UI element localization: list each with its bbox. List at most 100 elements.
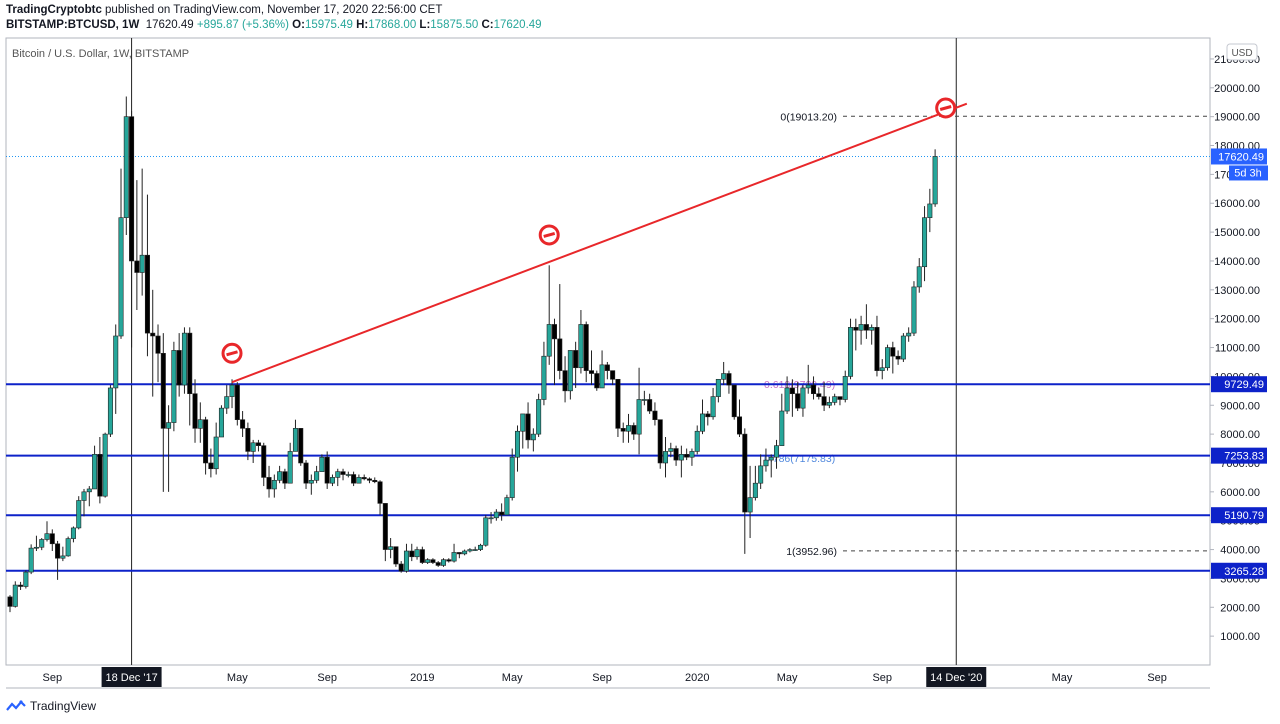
candle-body (588, 370, 594, 374)
candle-body (784, 387, 790, 412)
candle-body (123, 116, 129, 218)
candle (118, 168, 124, 339)
x-tick-label: 2019 (410, 672, 434, 684)
cursor-date-badge (101, 667, 162, 687)
candle (92, 445, 98, 490)
publisher-line: TradingCryptobtc published on TradingVie… (6, 4, 442, 16)
candle-body (398, 563, 404, 572)
level-price-label: 7253.83 (1224, 451, 1264, 463)
candle (922, 206, 928, 282)
candle (837, 396, 843, 406)
candle (324, 451, 330, 489)
candle-body (86, 488, 92, 493)
candle (340, 468, 346, 481)
candle (731, 384, 737, 420)
low-value: 15875.50 (430, 19, 479, 31)
rejection-marker-bar (543, 232, 556, 238)
candle-body (361, 477, 367, 480)
candle-body (451, 552, 457, 562)
chart-title: Bitcoin / U.S. Dollar, 1W, BITSTAMP (12, 48, 189, 60)
candle (927, 188, 933, 233)
level-price-label: 9729.49 (1224, 379, 1264, 391)
candle (499, 503, 505, 521)
candle-body (842, 376, 848, 400)
candle (155, 324, 161, 383)
candle-body (763, 459, 769, 467)
candle (911, 281, 917, 336)
candle (816, 387, 822, 400)
rejection-marker-bar (939, 105, 952, 111)
candle (721, 361, 727, 386)
candle (271, 474, 277, 498)
candle (440, 558, 446, 567)
candle-body (573, 350, 579, 369)
candle (726, 370, 732, 394)
high-value: 17868.00 (368, 19, 417, 31)
candle-body (541, 355, 547, 400)
candle-body (705, 413, 711, 418)
candle-body (594, 373, 600, 389)
y-tick-label: 1000.00 (1220, 631, 1260, 643)
candle (546, 265, 552, 365)
candle-body (430, 559, 436, 563)
cursor-date-badge (926, 667, 987, 687)
candle (150, 289, 156, 397)
x-tick-label: May (227, 672, 248, 684)
candle (900, 333, 906, 362)
candle (842, 370, 848, 403)
x-tick-label: 18 Dec '17 (105, 672, 157, 684)
x-tick-label: May (502, 672, 523, 684)
candle-body (335, 471, 341, 478)
candle-body (372, 479, 378, 483)
candle-body (255, 442, 261, 446)
candle-body (277, 471, 283, 481)
candle (567, 350, 573, 400)
candle-body (747, 497, 753, 513)
candle-body (663, 451, 669, 464)
candle (467, 548, 473, 553)
y-tick-label: 14000.00 (1214, 256, 1260, 268)
candle (160, 333, 166, 492)
candle (742, 428, 748, 554)
candle (636, 367, 642, 455)
candle (7, 595, 13, 613)
candle-body (874, 327, 880, 371)
candle (345, 471, 351, 478)
candle-body (879, 367, 885, 371)
candle-body (456, 552, 462, 555)
candle (430, 558, 436, 564)
candle (588, 350, 594, 386)
candle (805, 364, 811, 394)
candle-body (250, 442, 256, 452)
candle-body (150, 332, 156, 337)
candle-body (388, 546, 394, 550)
candle-body (615, 378, 621, 429)
candle (76, 496, 82, 530)
candle-body (139, 254, 145, 273)
candle-body (314, 471, 320, 481)
candle (298, 428, 304, 466)
candle (107, 385, 113, 438)
candle (514, 425, 520, 472)
countdown-badge (1229, 165, 1268, 181)
y-tick-label: 9000.00 (1220, 400, 1260, 412)
x-tick-label: Sep (1147, 672, 1167, 684)
candle-body (911, 286, 917, 334)
candle-body (155, 335, 161, 354)
candle-body (44, 533, 50, 540)
candle-body (303, 462, 309, 484)
candle (314, 465, 320, 484)
candle-body (916, 266, 922, 288)
candle-body (509, 456, 515, 498)
candle (525, 402, 531, 449)
candle-body (181, 332, 187, 386)
candle-body (721, 373, 727, 380)
candle (409, 543, 415, 562)
candle-body (419, 549, 425, 563)
level-price-badge (1211, 447, 1267, 464)
candle (139, 168, 145, 296)
candle (70, 526, 76, 543)
candle (113, 324, 119, 414)
candle-body (39, 539, 45, 548)
